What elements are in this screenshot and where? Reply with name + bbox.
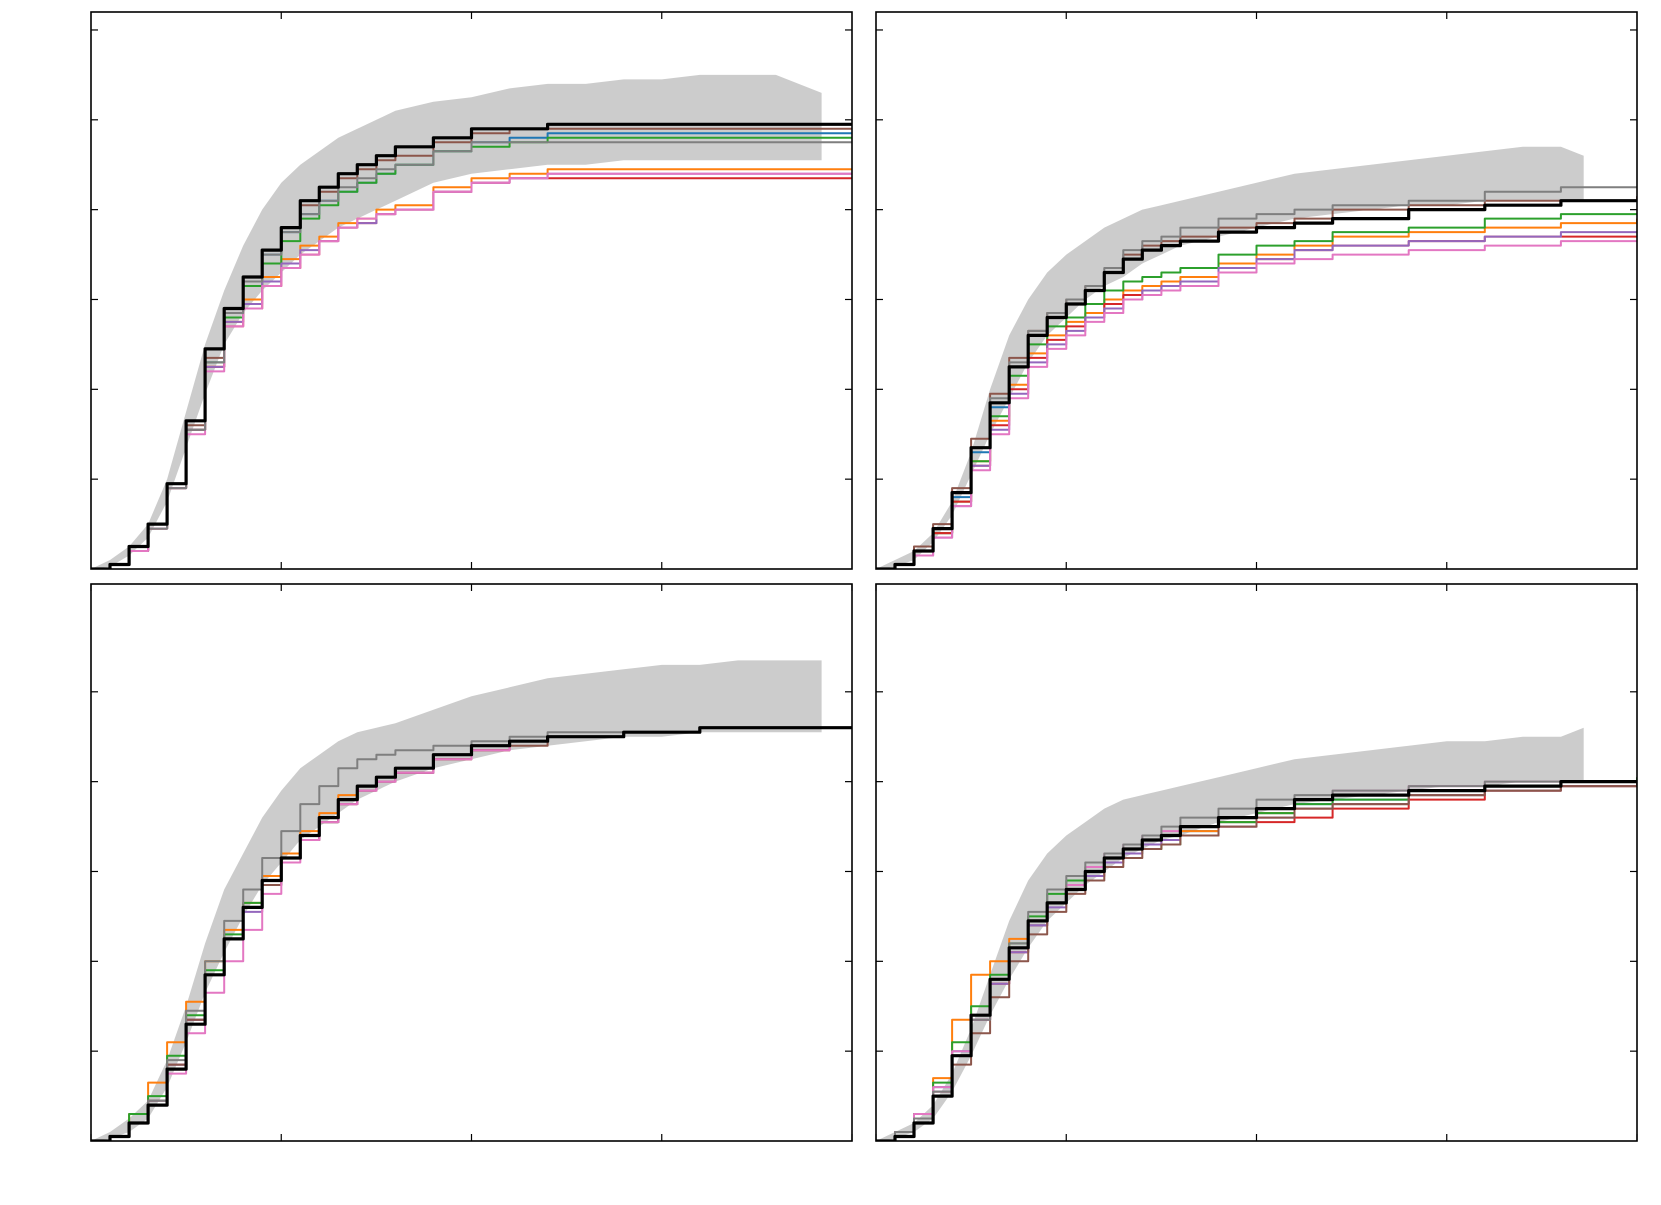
plot-area	[876, 727, 1637, 1141]
shaded-band	[91, 660, 822, 1141]
series-line-5	[91, 726, 852, 1141]
series-line-bold	[876, 780, 1637, 1141]
series-line-3	[91, 726, 852, 1141]
series-line-7	[91, 726, 852, 1141]
panel-bottom-left	[90, 583, 853, 1142]
series-line-8	[91, 726, 852, 1141]
plot-area	[91, 74, 852, 569]
shaded-band	[876, 727, 1584, 1141]
series-line-2	[91, 726, 852, 1141]
series-line-4	[91, 726, 852, 1141]
series-line-3	[876, 777, 1637, 1141]
panel-top-left	[90, 11, 853, 570]
plot-area	[876, 146, 1637, 569]
panel-top-right	[875, 11, 1638, 570]
axes-frame	[875, 583, 1638, 1142]
plot-area	[91, 660, 852, 1141]
series-line-bold	[876, 199, 1637, 569]
series-line-8	[91, 141, 852, 569]
series-line-bold	[91, 726, 852, 1141]
series-line-1	[91, 726, 852, 1141]
axes-frame	[875, 11, 1638, 570]
shaded-band	[91, 74, 822, 569]
series-line-bold	[91, 122, 852, 569]
panel-bottom-right	[875, 583, 1638, 1142]
series-line-6	[91, 726, 852, 1141]
series-line-2	[876, 781, 1637, 1141]
series-line-8	[876, 186, 1637, 569]
